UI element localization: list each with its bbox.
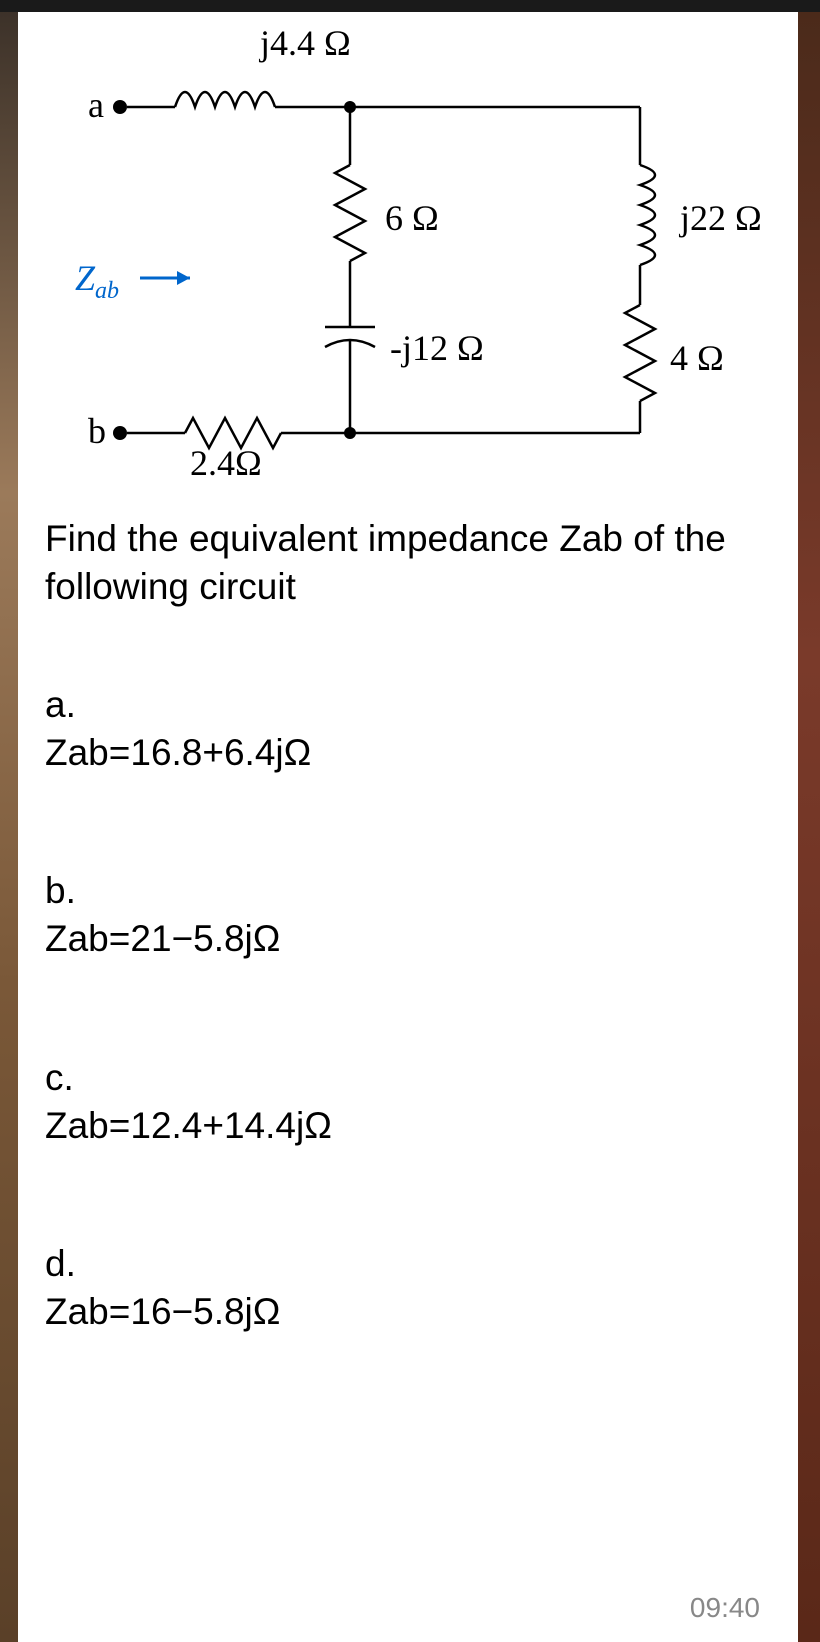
resistor-6: [335, 165, 365, 261]
inductor-22: [640, 165, 655, 265]
terminal-b-label: b: [88, 411, 106, 451]
terminal-a-dot: [113, 100, 127, 114]
terminal-a-label: a: [88, 85, 104, 125]
zab-arrow-head: [177, 271, 190, 285]
question-text: Find the equivalent impedance Zab of the…: [45, 515, 775, 611]
inductor-22-label: j22 Ω: [678, 198, 762, 238]
top-bar-decoration: [0, 0, 820, 12]
option-c-answer: Zab=12.4+14.4jΩ: [45, 1105, 332, 1146]
timestamp: 09:40: [690, 1592, 760, 1624]
option-b-answer: Zab=21−5.8jΩ: [45, 918, 280, 959]
right-edge-decoration: [798, 0, 820, 1642]
option-a[interactable]: a. Zab=16.8+6.4jΩ: [45, 681, 775, 777]
option-d-letter: d.: [45, 1240, 775, 1288]
option-d[interactable]: d. Zab=16−5.8jΩ: [45, 1240, 775, 1336]
option-c-letter: c.: [45, 1054, 775, 1102]
capacitor-label: -j12 Ω: [390, 328, 484, 368]
resistor-6-label: 6 Ω: [385, 198, 439, 238]
resistor-4: [625, 305, 655, 401]
terminal-b-dot: [113, 426, 127, 440]
option-d-answer: Zab=16−5.8jΩ: [45, 1291, 280, 1332]
option-b-letter: b.: [45, 867, 775, 915]
left-edge-decoration: [0, 0, 18, 1642]
option-a-letter: a.: [45, 681, 775, 729]
inductor-top: [175, 92, 275, 107]
option-a-answer: Zab=16.8+6.4jΩ: [45, 732, 311, 773]
page-content: j4.4 Ω a 6 Ω -j12 Ω: [15, 0, 805, 1642]
inductor-top-label: j4.4 Ω: [258, 23, 351, 63]
option-b[interactable]: b. Zab=21−5.8jΩ: [45, 867, 775, 963]
circuit-diagram: j4.4 Ω a 6 Ω -j12 Ω: [45, 15, 785, 495]
zab-label: Zab: [75, 258, 119, 304]
option-c[interactable]: c. Zab=12.4+14.4jΩ: [45, 1054, 775, 1150]
resistor-24-label: 2.4Ω: [190, 443, 262, 483]
resistor-4-label: 4 Ω: [670, 338, 724, 378]
